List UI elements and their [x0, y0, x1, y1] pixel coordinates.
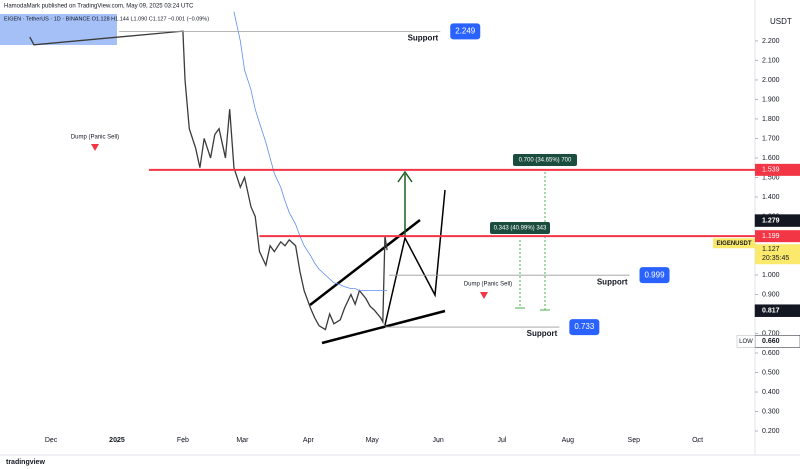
axis-label: 0.660 — [762, 338, 780, 345]
level-label: 2.249 — [455, 26, 476, 35]
x-tick-label: Sep — [628, 437, 641, 444]
level-label-bg — [569, 319, 600, 336]
y-tick-label: 0.700 — [762, 330, 780, 337]
y-axis-label: USDT — [770, 17, 792, 26]
projection-path — [384, 189, 446, 326]
footer-logo: tradingview — [6, 459, 45, 466]
measure-box — [513, 154, 577, 166]
down-arrow — [91, 144, 99, 151]
wedge-lower — [321, 309, 446, 345]
x-tick-label: Apr — [303, 437, 315, 444]
y-tick-label: 0.900 — [762, 291, 780, 298]
price-line — [233, 11, 388, 291]
wedge-upper — [309, 219, 421, 306]
level-text: Support — [408, 33, 439, 42]
drawings — [91, 144, 550, 345]
x-tick-label: Dec — [45, 437, 58, 444]
axis-label-bg — [754, 214, 800, 227]
level-text: Support — [527, 329, 558, 338]
y-tick-label: 1.700 — [762, 135, 780, 142]
target-arrow-head — [397, 170, 413, 183]
measure-box — [490, 222, 550, 234]
x-tick-label: Mar — [236, 437, 249, 444]
annotation: Dump (Panic Sell) — [464, 282, 512, 288]
x-tick-label: Jul — [497, 437, 506, 444]
x-tick-label: Oct — [692, 437, 703, 444]
last-price-bg — [755, 244, 800, 265]
price-label-bg — [755, 230, 800, 243]
y-tick-label: 2.200 — [762, 38, 780, 45]
last-price: 1.127 — [762, 246, 780, 253]
symbol-line: EIGEN · TetherUS · 1D · BINANCE O1.128 H… — [4, 16, 209, 22]
measure-label: 0.700 (34.65%) 700 — [519, 158, 572, 164]
x-tick-label: Aug — [562, 437, 575, 444]
y-tick-label: 1.900 — [762, 96, 780, 103]
y-tick-label: 0.600 — [762, 350, 780, 357]
y-tick-label: 1.500 — [762, 174, 780, 181]
y-tick-label: 1.600 — [762, 155, 780, 162]
y-tick-label: 0.300 — [762, 408, 780, 415]
price-label: 1.539 — [762, 167, 780, 174]
axis-tag-bg — [736, 335, 756, 348]
level-label: 0.733 — [574, 322, 595, 331]
level-text: Support — [597, 277, 628, 286]
y-tick-label: 1.800 — [762, 116, 780, 123]
y-tick-label: 0.500 — [762, 369, 780, 376]
price-label-bg — [755, 163, 800, 176]
y-tick-label: 1.000 — [762, 272, 780, 279]
annotation: Dump (Panic Sell) — [71, 135, 119, 141]
y-tick-label: 2.000 — [762, 77, 780, 84]
symbol-tag-bg — [713, 238, 755, 249]
highlight-box — [0, 14, 117, 45]
level-label-bg — [639, 267, 670, 284]
y-tick-label: 0.400 — [762, 389, 780, 396]
publisher: HamodaMark published on TradingView.com,… — [4, 4, 194, 10]
down-arrow — [480, 292, 488, 299]
level-label: 0.999 — [645, 270, 666, 279]
axis-tag: LOW — [739, 339, 753, 345]
x-tick-label: May — [366, 437, 380, 444]
x-tick-label: 2025 — [109, 437, 125, 444]
x-tick-label: Feb — [177, 437, 189, 444]
measure-label: 0.343 (40.99%) 343 — [494, 226, 547, 232]
x-tick-label: Jun — [432, 437, 443, 444]
y-tick-label: 2.100 — [762, 57, 780, 64]
countdown: 20:35:45 — [762, 255, 789, 262]
axis-label: 0.817 — [762, 308, 780, 315]
level-label-bg — [450, 23, 481, 40]
axis-label-bg — [754, 304, 800, 317]
axis-label: 1.279 — [762, 217, 780, 224]
price-label: 1.199 — [762, 233, 780, 240]
y-tick-label: 1.400 — [762, 194, 780, 201]
y-tick-label: 0.200 — [762, 428, 780, 435]
symbol-tag: EIGENUSDT — [716, 241, 751, 247]
price-line — [29, 30, 388, 331]
